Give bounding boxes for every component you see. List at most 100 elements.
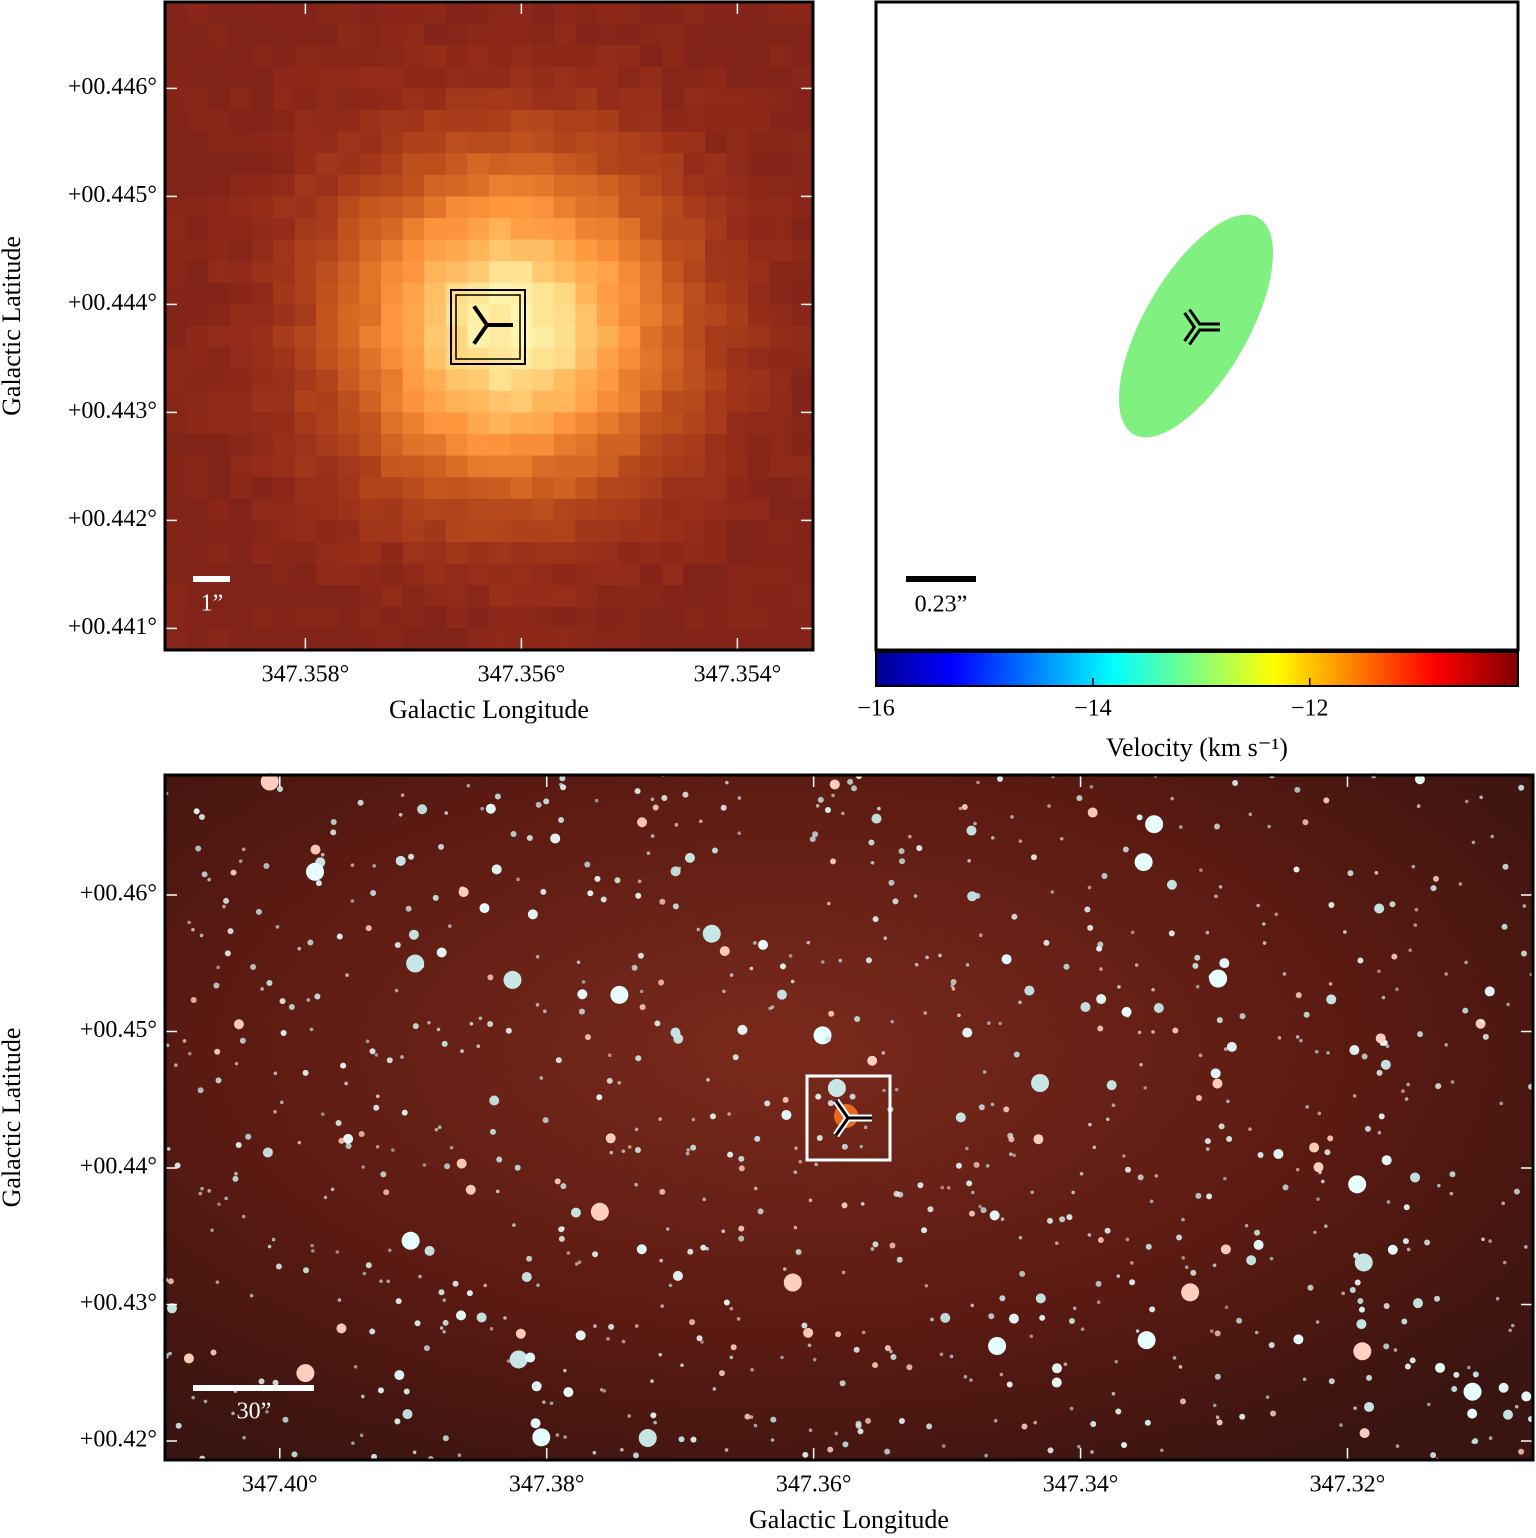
star [343, 1133, 354, 1144]
image-pixel [769, 498, 792, 521]
image-pixel [402, 110, 425, 133]
image-pixel [381, 412, 404, 435]
image-pixel [208, 563, 231, 586]
colorbar-tick-label: −16 [857, 696, 895, 722]
star [201, 871, 208, 878]
image-pixel [597, 434, 620, 457]
image-pixel [661, 326, 684, 349]
image-pixel [294, 455, 317, 478]
star [737, 796, 742, 800]
image-pixel [726, 412, 749, 435]
star [1293, 1334, 1304, 1345]
image-pixel [273, 261, 296, 284]
image-pixel [748, 563, 771, 586]
star [1349, 1045, 1360, 1056]
image-pixel [316, 45, 339, 68]
star [798, 1159, 803, 1164]
star [1033, 1420, 1037, 1425]
star [1417, 1031, 1424, 1038]
image-pixel [381, 520, 404, 543]
image-pixel [359, 282, 382, 305]
image-pixel [316, 196, 339, 219]
image-pixel [726, 498, 749, 521]
image-pixel [467, 520, 490, 543]
image-pixel [553, 369, 576, 392]
star [882, 1088, 886, 1093]
star [241, 1214, 246, 1219]
star [436, 947, 447, 958]
image-pixel [683, 174, 706, 197]
star [966, 825, 977, 836]
star [806, 940, 811, 945]
image-pixel [618, 110, 641, 133]
image-pixel [229, 196, 252, 219]
star [1364, 1401, 1375, 1412]
star [634, 1127, 639, 1132]
image-pixel [769, 2, 792, 25]
image-pixel [165, 585, 188, 608]
star [437, 1125, 442, 1129]
star [973, 821, 977, 826]
star [495, 1189, 500, 1194]
star [1199, 868, 1203, 873]
image-pixel [532, 218, 555, 241]
star [459, 886, 466, 893]
star [232, 1175, 239, 1182]
image-pixel [661, 369, 684, 392]
star [1114, 1359, 1119, 1364]
image-pixel [294, 585, 317, 608]
star [398, 812, 403, 817]
star [1097, 1025, 1104, 1032]
image-pixel [208, 304, 231, 327]
star [1328, 1378, 1335, 1385]
image-pixel [640, 131, 663, 154]
star [584, 1034, 591, 1041]
image-pixel [510, 23, 533, 46]
image-pixel [445, 628, 468, 651]
star [1087, 885, 1092, 890]
image-pixel [229, 282, 252, 305]
star [1481, 1237, 1485, 1242]
image-pixel [640, 434, 663, 457]
image-pixel [165, 45, 188, 68]
image-pixel [553, 304, 576, 327]
image-pixel [165, 390, 188, 413]
star [962, 1027, 973, 1038]
image-pixel [532, 434, 555, 457]
star [249, 1293, 254, 1298]
image-pixel [273, 390, 296, 413]
image-pixel [661, 282, 684, 305]
star [1386, 1200, 1391, 1204]
image-pixel [273, 174, 296, 197]
star [1339, 1423, 1343, 1427]
star [847, 778, 854, 785]
star [1035, 1293, 1046, 1304]
star [540, 888, 547, 895]
image-pixel [467, 498, 490, 521]
image-pixel [294, 88, 317, 111]
star [1096, 994, 1107, 1005]
image-pixel [251, 261, 274, 284]
star [1356, 1319, 1367, 1330]
star [984, 1453, 988, 1458]
star [782, 1096, 789, 1103]
star [265, 1409, 269, 1414]
star [386, 1279, 391, 1284]
image-pixel [165, 304, 188, 327]
star [514, 1164, 521, 1171]
star [1348, 1175, 1367, 1194]
star [442, 1319, 449, 1326]
image-pixel [165, 218, 188, 241]
star [736, 1317, 741, 1321]
star [957, 1013, 961, 1018]
image-pixel [273, 326, 296, 349]
star [1153, 1003, 1164, 1014]
star [1136, 814, 1143, 821]
image-pixel [467, 218, 490, 241]
star [167, 1278, 174, 1285]
image-pixel [273, 563, 296, 586]
star [1403, 1204, 1410, 1211]
star [1404, 1363, 1411, 1370]
star [899, 858, 906, 865]
star [1216, 1017, 1223, 1024]
